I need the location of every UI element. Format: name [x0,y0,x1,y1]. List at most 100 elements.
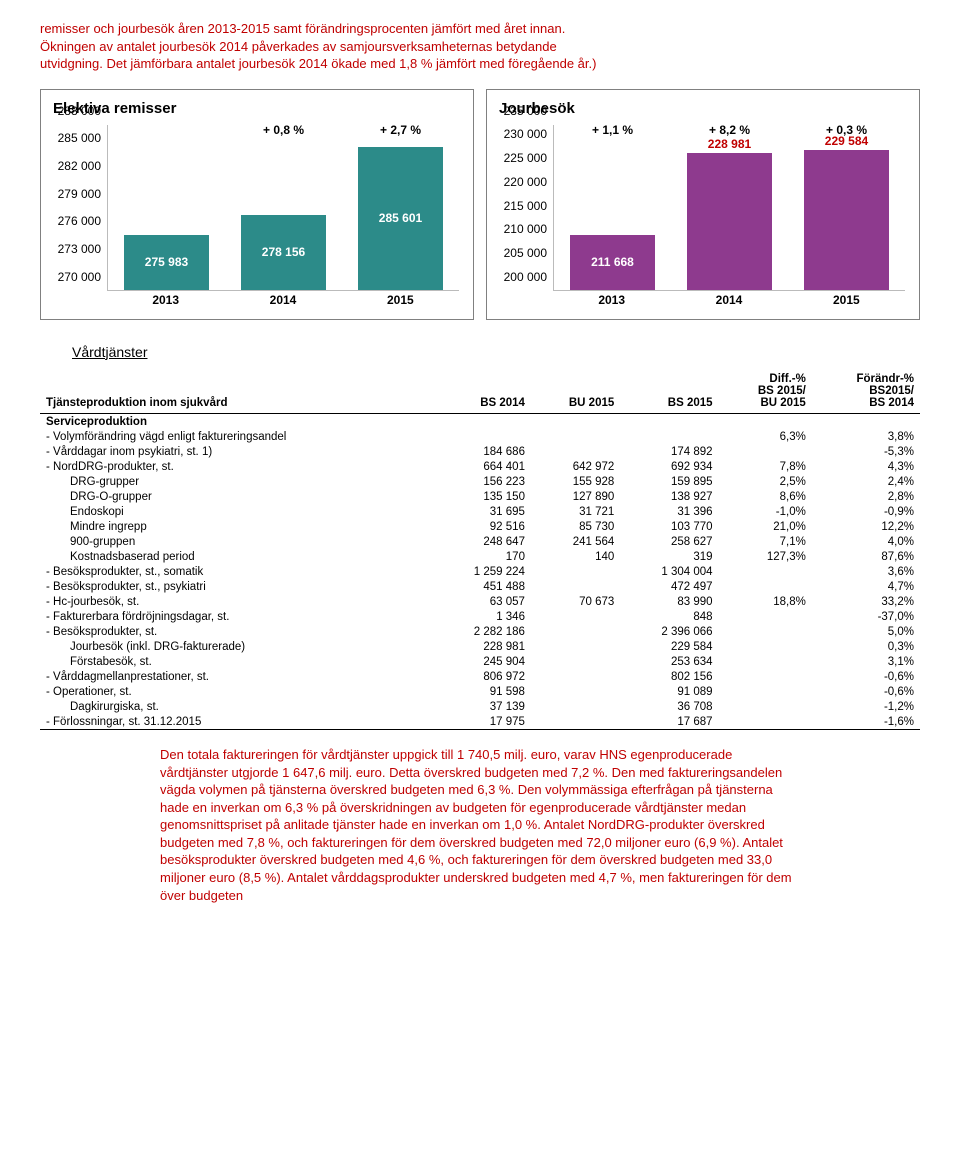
cell: -0,9% [812,504,920,519]
cell: 451 488 [433,579,531,594]
cell: 138 927 [620,489,718,504]
row-label: - Besöksprodukter, st., psykiatri [40,579,433,594]
cell: 135 150 [433,489,531,504]
cell: 3,8% [812,429,920,444]
row-label: - Vårddagar inom psykiatri, st. 1) [40,444,433,459]
cell: 2,4% [812,474,920,489]
row-label: 900-gruppen [40,534,433,549]
cell: 70 673 [531,594,620,609]
y-tick: 279 000 [58,187,101,201]
row-label: Dagkirurgiska, st. [40,699,433,714]
cell: 17 975 [433,714,531,730]
x-label: 2015 [342,293,459,315]
table-row: Förstabesök, st.245 904253 6343,1% [40,654,920,669]
bar-value: 228 981 [708,137,751,151]
cell: 127,3% [719,549,812,564]
cell: 92 516 [433,519,531,534]
cell: 245 904 [433,654,531,669]
cell [719,624,812,639]
bar: 275 983 [124,235,208,290]
row-label: Förstabesök, st. [40,654,433,669]
y-tick: 273 000 [58,242,101,256]
cell: 228 981 [433,639,531,654]
table-row: - Vårddagmellanprestationer, st.806 9728… [40,669,920,684]
cell: 37 139 [433,699,531,714]
cell: 33,2% [812,594,920,609]
cell [531,624,620,639]
cell: 63 057 [433,594,531,609]
cell: 12,2% [812,519,920,534]
cell: 18,8% [719,594,812,609]
table-row: - Besöksprodukter, st.2 282 1862 396 066… [40,624,920,639]
bar [687,153,771,290]
cell [719,639,812,654]
cell: -1,2% [812,699,920,714]
row-label: - Operationer, st. [40,684,433,699]
bar-value: 275 983 [145,255,188,269]
cell [531,429,620,444]
th-label: Tjänsteproduktion inom sjukvård [40,372,433,414]
cell [531,564,620,579]
bar-value: 285 601 [379,211,422,225]
delta-label: + 0,3 % [826,123,867,137]
cell: 642 972 [531,459,620,474]
cell [719,579,812,594]
y-tick: 205 000 [504,246,547,260]
cell: 692 934 [620,459,718,474]
x-label: 2013 [107,293,224,315]
data-table: Tjänsteproduktion inom sjukvård BS 2014 … [40,372,920,731]
y-tick: 225 000 [504,151,547,165]
cell [719,699,812,714]
table-row: DRG-O-grupper135 150127 890138 9278,6%2,… [40,489,920,504]
cell [531,669,620,684]
cell: 91 089 [620,684,718,699]
table-row: - Operationer, st.91 59891 089-0,6% [40,684,920,699]
th-bs2014: BS 2014 [433,372,531,414]
cell [531,444,620,459]
cell: 2 396 066 [620,624,718,639]
cell [531,699,620,714]
y-tick: 282 000 [58,159,101,173]
subhead: Serviceproduktion [40,414,920,430]
bar: 278 156 [241,215,325,290]
row-label: - Vårddagmellanprestationer, st. [40,669,433,684]
cell: 140 [531,549,620,564]
cell: 248 647 [433,534,531,549]
intro-paragraph: remisser och jourbesök åren 2013-2015 sa… [40,20,600,73]
bar [804,150,888,289]
cell: 31 695 [433,504,531,519]
table-row: - Besöksprodukter, st., psykiatri451 488… [40,579,920,594]
cell: 36 708 [620,699,718,714]
cell: 4,3% [812,459,920,474]
cell: 806 972 [433,669,531,684]
table-row: Mindre ingrepp92 51685 730103 77021,0%12… [40,519,920,534]
cell: 156 223 [433,474,531,489]
delta-label: + 0,8 % [263,123,304,137]
cell [531,654,620,669]
y-tick: 285 000 [58,131,101,145]
row-label: Kostnadsbaserad period [40,549,433,564]
cell: -0,6% [812,684,920,699]
cell: 1 304 004 [620,564,718,579]
cell: 253 634 [620,654,718,669]
cell [719,444,812,459]
cell: 170 [433,549,531,564]
table-row: DRG-grupper156 223155 928159 8952,5%2,4% [40,474,920,489]
cell: 319 [620,549,718,564]
cell: 2,5% [719,474,812,489]
row-label: DRG-O-grupper [40,489,433,504]
bar: 285 601 [358,147,442,290]
delta-label: + 8,2 % [709,123,750,137]
cell: 7,8% [719,459,812,474]
section-heading: Vårdtjänster [72,344,920,360]
y-tick: 235 000 [504,104,547,118]
cell [719,669,812,684]
row-label: - NordDRG-produkter, st. [40,459,433,474]
row-label: - Besöksprodukter, st., somatik [40,564,433,579]
cell: 0,3% [812,639,920,654]
cell: 229 584 [620,639,718,654]
cell: 2,8% [812,489,920,504]
cell: 87,6% [812,549,920,564]
cell: -37,0% [812,609,920,624]
y-tick: 276 000 [58,214,101,228]
